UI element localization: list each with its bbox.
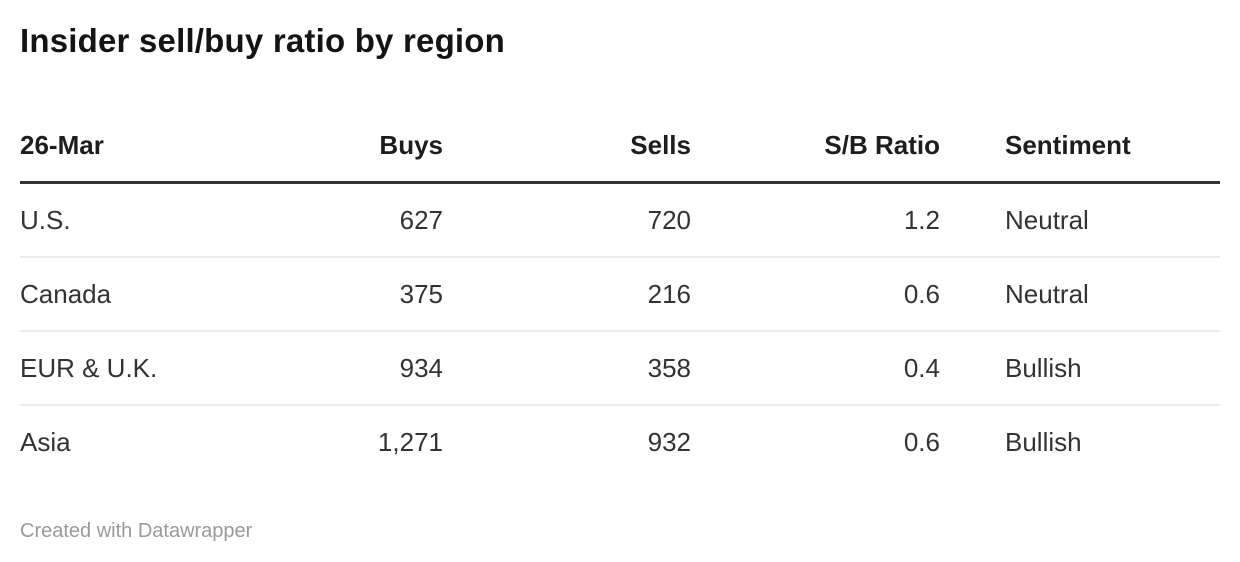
chart-title: Insider sell/buy ratio by region (20, 22, 506, 59)
table-cell-sells: 216 (443, 257, 691, 332)
table-row: Asia 1,271 932 0.6 Bullish (20, 405, 1220, 478)
table-cell-sentiment: Neutral (940, 257, 1220, 332)
attribution: Created with Datawrapper (20, 520, 253, 542)
table-cell-sells: 932 (647, 427, 691, 457)
table-row: EUR & U.K. 934 358 0.4 Bullish (20, 331, 1220, 406)
table-row: U.S. 627 720 1.2 Neutral (20, 182, 1220, 258)
table-cell-buys: 1,271 (377, 427, 443, 457)
table-cell-sells: 720 (443, 182, 691, 258)
table-cell-sb_ratio: 1.2 (691, 182, 940, 258)
table-cell-region: EUR & U.K. (20, 331, 270, 406)
table-cell-sentiment: Bullish (1005, 427, 1082, 457)
table-cell-buys: 934 (270, 331, 443, 406)
table-cell-buys: 627 (270, 182, 443, 258)
column-header-sb_ratio: S/B Ratio (691, 98, 940, 184)
table-cell-sentiment: Bullish (940, 331, 1220, 406)
table-body: U.S. 627 720 1.2 Neutral Canada 375 216 0.6 Neutr… (20, 182, 1220, 479)
column-header-sentiment: Sentiment (940, 98, 1220, 184)
table-cell-region: Canada (20, 257, 270, 332)
table-header: 26-Mar Buys Sells S/B Ratio Sentiment (20, 98, 1220, 184)
table-cell-sb_ratio: 0.4 (691, 331, 940, 406)
table-cell-buys: 375 (270, 257, 443, 332)
table-cell-sells: 358 (443, 331, 691, 406)
table-cell-region: Asia (20, 427, 71, 457)
data-table: 26-Mar Buys Sells S/B Ratio Sentiment U.S. 62… (20, 98, 1220, 478)
header-row: 26-Mar Buys Sells S/B Ratio Sentiment (20, 98, 1220, 184)
table-cell-sentiment: Neutral (940, 182, 1220, 258)
table-cell-sb_ratio: 0.6 (903, 427, 940, 457)
table-cell-region: U.S. (20, 182, 270, 258)
column-header-buys: Buys (270, 98, 443, 184)
table-row: Canada 375 216 0.6 Neutral (20, 257, 1220, 332)
table-cell-sb_ratio: 0.6 (691, 257, 940, 332)
column-header-region: 26-Mar (20, 98, 270, 184)
column-header-sells: Sells (443, 98, 691, 184)
